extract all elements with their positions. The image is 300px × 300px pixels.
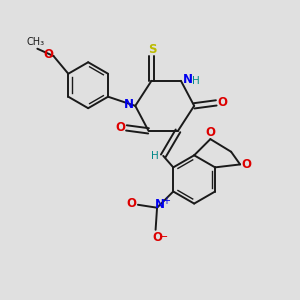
Text: H: H xyxy=(192,76,200,86)
Text: O: O xyxy=(152,231,162,244)
Text: O: O xyxy=(115,121,125,134)
Text: O: O xyxy=(206,126,215,139)
Text: N: N xyxy=(124,98,134,111)
Text: +: + xyxy=(163,196,170,206)
Text: N: N xyxy=(182,74,192,86)
Text: CH₃: CH₃ xyxy=(27,37,45,47)
Text: O: O xyxy=(43,48,53,61)
Text: −: − xyxy=(159,232,169,242)
Text: O: O xyxy=(126,197,136,210)
Text: H: H xyxy=(151,151,159,161)
Text: O: O xyxy=(218,96,228,109)
Text: N: N xyxy=(155,198,165,211)
Text: S: S xyxy=(148,43,156,56)
Text: O: O xyxy=(242,158,252,171)
